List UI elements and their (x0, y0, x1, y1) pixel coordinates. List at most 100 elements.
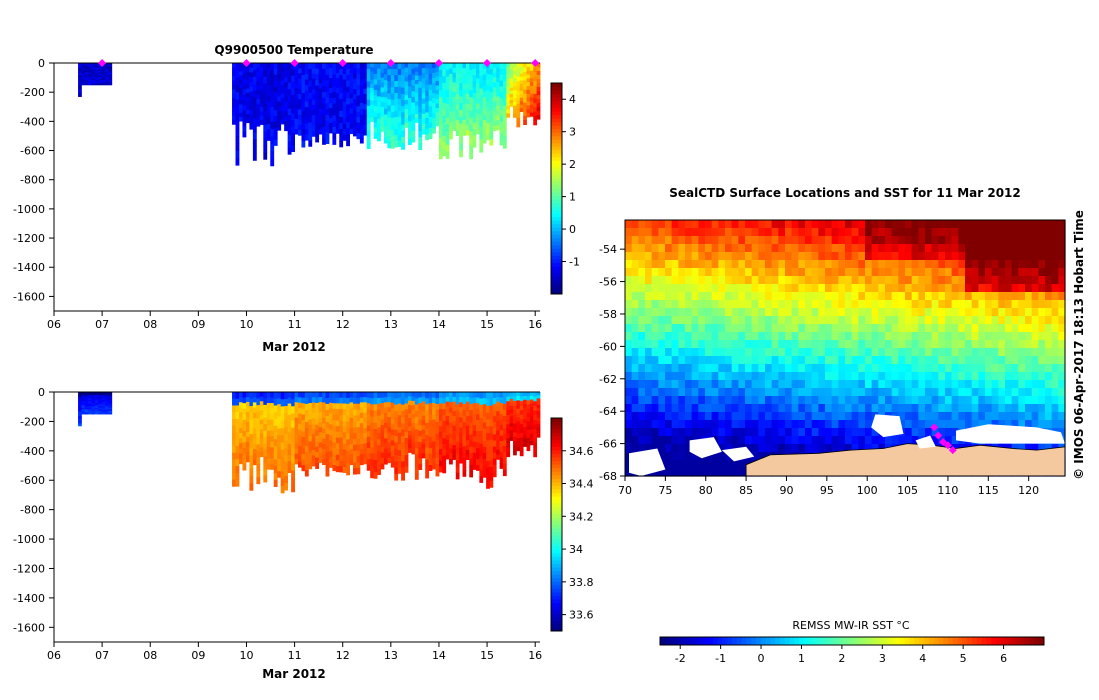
data-cell (353, 94, 357, 100)
data-cell (499, 121, 504, 128)
data-cell (438, 432, 443, 439)
data-cell (252, 76, 257, 85)
sst-cell (998, 340, 1006, 349)
data-segment (366, 63, 440, 150)
data-cell (526, 78, 531, 83)
data-cell (469, 117, 474, 125)
data-cell (442, 129, 447, 137)
data-cell (301, 408, 306, 415)
data-cell (502, 105, 507, 113)
sst-cell (965, 324, 973, 333)
sst-cell (818, 220, 826, 229)
data-cell (259, 84, 264, 90)
data-cell (418, 397, 423, 404)
data-cell (366, 136, 371, 143)
data-segment (438, 392, 507, 489)
sst-cell (751, 396, 759, 405)
data-cell (438, 145, 443, 153)
sst-cell (725, 428, 733, 437)
data-cell (421, 113, 426, 120)
sst-cell (925, 420, 933, 429)
sst-cell (785, 236, 793, 245)
sst-cell (685, 260, 693, 269)
data-cell (449, 433, 453, 439)
sst-cell (751, 364, 759, 373)
data-cell (101, 83, 106, 86)
sst-cell (631, 324, 639, 333)
sst-cell (971, 412, 979, 421)
data-cell (235, 99, 240, 108)
data-cell (452, 392, 457, 398)
data-cell (438, 90, 443, 98)
data-cell (526, 408, 531, 414)
sst-cell (805, 284, 813, 293)
sst-cell (1045, 372, 1053, 381)
colorbar-tick-label: 34.6 (569, 445, 594, 458)
sst-cell (645, 300, 653, 309)
data-cell (397, 415, 402, 422)
data-cell (435, 470, 440, 477)
data-cell (472, 430, 477, 437)
sst-cell (1025, 332, 1033, 341)
data-cell (529, 66, 534, 72)
sst-cell (865, 364, 873, 373)
data-cell (280, 471, 285, 479)
data-cell (98, 404, 103, 407)
sst-cell (778, 380, 786, 389)
sst-cell (625, 452, 633, 461)
sst-cell (971, 372, 979, 381)
data-cell (380, 402, 385, 409)
data-cell (311, 99, 316, 106)
data-cell (519, 423, 524, 429)
data-cell (311, 444, 316, 451)
sst-cell (938, 428, 946, 437)
data-cell (377, 409, 381, 416)
data-cell (353, 450, 357, 457)
sst-cell (1025, 444, 1033, 453)
sst-cell (771, 428, 779, 437)
sst-cell (765, 252, 773, 261)
sst-cell (1005, 228, 1013, 237)
data-cell (270, 70, 275, 79)
data-cell (252, 417, 257, 424)
data-cell (266, 414, 271, 420)
data-cell (98, 410, 103, 413)
data-cell (366, 414, 371, 421)
data-cell (486, 474, 490, 482)
data-cell (238, 458, 243, 465)
data-cell (418, 118, 423, 126)
sst-cell (718, 268, 726, 277)
sst-cell (905, 356, 913, 365)
data-cell (332, 420, 337, 427)
data-cell (298, 109, 302, 116)
sst-cell (985, 300, 993, 309)
sst-cell (638, 396, 646, 405)
sst-cell (638, 324, 646, 333)
data-cell (78, 77, 82, 81)
data-cell (78, 82, 82, 85)
sst-cell (711, 340, 719, 349)
data-cell (298, 99, 302, 105)
data-cell (273, 110, 278, 117)
data-cell (277, 115, 282, 122)
data-cell (445, 83, 450, 91)
sst-cell (751, 348, 759, 357)
sst-cell (745, 284, 753, 293)
sst-cell (911, 404, 919, 413)
data-cell (425, 416, 430, 424)
data-cell (486, 73, 490, 80)
sst-cell (658, 404, 666, 413)
data-cell (449, 458, 453, 465)
sst-cell (651, 396, 659, 405)
x-tick-label: 10 (239, 649, 253, 662)
data-cell (232, 93, 236, 99)
data-cell (273, 412, 278, 420)
sst-cell (1051, 308, 1059, 317)
sst-cell (998, 412, 1006, 421)
sst-cell (865, 308, 873, 317)
sst-cell (711, 396, 719, 405)
sst-cell (771, 268, 779, 277)
data-cell (280, 464, 285, 472)
sst-cell (731, 436, 739, 445)
data-cell (455, 120, 460, 126)
